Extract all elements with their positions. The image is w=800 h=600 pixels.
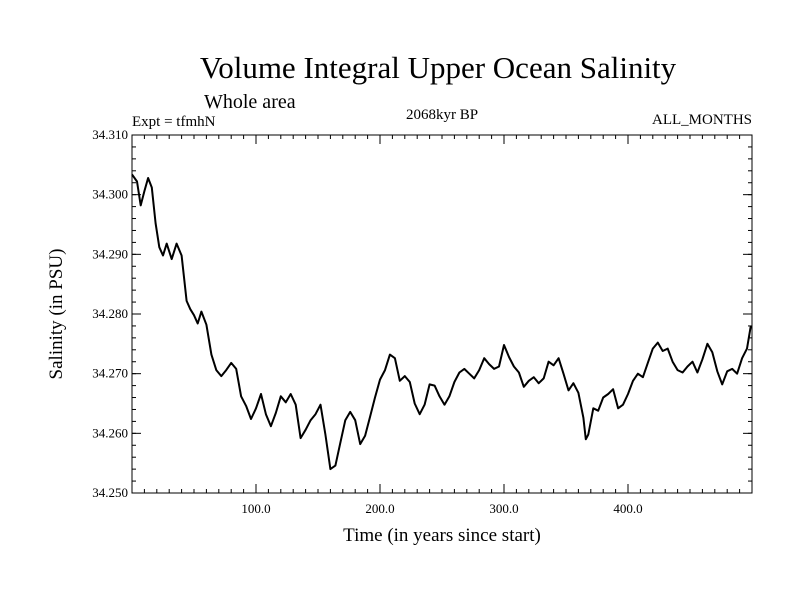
- salinity-series-line: [131, 173, 752, 471]
- x-tick-label: 200.0: [365, 501, 394, 516]
- y-tick-label: 34.290: [92, 246, 128, 261]
- y-tick-label: 34.300: [92, 187, 128, 202]
- y-tick-label: 34.250: [92, 485, 128, 500]
- x-axis-label: Time (in years since start): [343, 525, 541, 546]
- chart-subtitle: Whole area: [204, 91, 296, 113]
- y-tick-label: 34.310: [92, 127, 128, 142]
- x-tick-label: 300.0: [489, 501, 518, 516]
- x-tick-label: 100.0: [241, 501, 270, 516]
- experiment-label: Expt = tfmhN: [132, 114, 216, 130]
- y-tick-label: 34.260: [92, 425, 128, 440]
- plot-frame: [131, 134, 753, 494]
- y-axis-ticks: 34.250 34.260 34.270 34.280 34.290 34.300 34.3…: [92, 127, 752, 500]
- x-axis-ticks: 100.0 200.0 300.0 400.0: [131, 135, 753, 516]
- y-tick-label: 34.280: [92, 306, 128, 321]
- y-axis-label: Salinity (in PSU): [46, 249, 67, 380]
- epoch-label: 2068kyr BP: [406, 107, 478, 123]
- x-tick-label: 400.0: [613, 501, 642, 516]
- y-tick-label: 34.270: [92, 366, 128, 381]
- chart-title: Volume Integral Upper Ocean Salinity: [200, 50, 677, 85]
- months-label: ALL_MONTHS: [652, 112, 752, 128]
